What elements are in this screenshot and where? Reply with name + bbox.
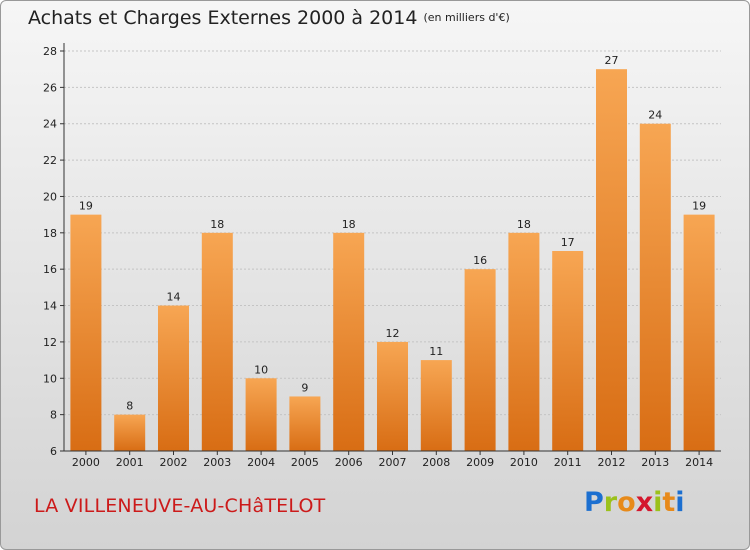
data-label: 19	[79, 200, 93, 213]
bar	[639, 123, 671, 452]
logo-letter: i	[653, 487, 663, 518]
x-tick-label: 2002	[160, 456, 188, 469]
bar	[464, 269, 496, 451]
chart-subtitle: (en milliers d'€)	[423, 11, 510, 24]
bar	[377, 341, 408, 451]
x-tick-label: 2011	[554, 456, 582, 469]
bar	[596, 69, 627, 451]
bar	[70, 214, 102, 451]
bar	[683, 214, 715, 451]
logo-letter: x	[635, 487, 654, 518]
bar	[114, 414, 146, 451]
data-label: 24	[648, 109, 662, 122]
x-tick-label: 2007	[379, 456, 407, 469]
bar	[158, 305, 189, 451]
data-label: 14	[167, 291, 181, 304]
x-tick-label: 2001	[116, 456, 144, 469]
data-label: 18	[342, 218, 356, 231]
logo-letter: P	[584, 487, 604, 518]
bar	[333, 232, 365, 451]
x-tick-label: 2012	[598, 456, 626, 469]
x-tick-label: 2014	[685, 456, 713, 469]
data-label: 27	[605, 54, 619, 67]
x-tick-label: 2000	[72, 456, 100, 469]
y-tick-label: 26	[43, 81, 57, 94]
x-tick-label: 2008	[422, 456, 450, 469]
data-label: 12	[386, 327, 400, 340]
y-tick-label: 28	[43, 45, 57, 58]
data-label: 17	[561, 236, 575, 249]
x-tick-label: 2005	[291, 456, 319, 469]
bar	[201, 232, 233, 451]
data-label: 18	[517, 218, 531, 231]
y-tick-label: 8	[50, 409, 57, 422]
data-label: 8	[126, 400, 133, 413]
y-tick-label: 12	[43, 336, 57, 349]
x-tick-label: 2010	[510, 456, 538, 469]
logo-letter: i	[675, 487, 685, 518]
data-label: 19	[692, 200, 706, 213]
chart-title: Achats et Charges Externes 2000 à 2014 (e…	[28, 7, 510, 29]
logo-letter: t	[662, 487, 676, 518]
data-label: 11	[429, 345, 443, 358]
y-tick-label: 18	[43, 227, 57, 240]
y-tick-label: 22	[43, 154, 57, 167]
y-tick-label: 24	[43, 118, 57, 131]
bar	[289, 396, 321, 451]
bar	[420, 360, 452, 451]
x-tick-label: 2009	[466, 456, 494, 469]
proxiti-logo: Proxiti	[584, 487, 685, 518]
x-tick-label: 2006	[335, 456, 363, 469]
data-label: 16	[473, 254, 487, 267]
bar	[508, 232, 540, 451]
logo-letter: r	[603, 487, 618, 518]
data-label: 18	[210, 218, 224, 231]
logo-letter: o	[617, 487, 636, 518]
data-label: 9	[301, 381, 308, 394]
x-tick-label: 2003	[203, 456, 231, 469]
y-tick-label: 10	[43, 372, 57, 385]
y-tick-label: 6	[50, 445, 57, 458]
axes: 6 8 10 12 14 16 18 20 22 24 26 28 2000 2001 2002 2003 20…	[43, 43, 721, 469]
x-tick-label: 2004	[247, 456, 275, 469]
x-tick-label: 2013	[641, 456, 669, 469]
y-tick-label: 20	[43, 190, 57, 203]
y-tick-label: 14	[43, 300, 57, 313]
bar	[552, 251, 584, 451]
place-name: LA VILLENEUVE-AU-CHâTELOT	[34, 495, 326, 517]
data-label: 10	[254, 363, 268, 376]
bar	[245, 378, 277, 451]
y-tick-label: 16	[43, 263, 57, 276]
bars: 19 8 14 18 10 9 18 12 11 16 18 17 27 24 19	[70, 54, 715, 452]
